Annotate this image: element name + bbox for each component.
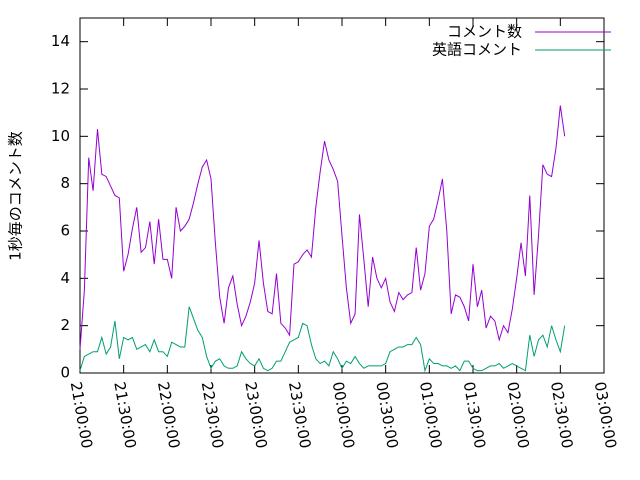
- series-line: [79, 306, 566, 373]
- y-tick-label: 4: [60, 269, 70, 287]
- y-tick-label: 2: [60, 316, 70, 334]
- x-tick-label: 01:00:00: [416, 380, 445, 449]
- x-tick-label: 21:30:00: [110, 380, 139, 449]
- y-tick-label: 12: [51, 80, 70, 98]
- plot-frame: [79, 17, 605, 374]
- x-tick-label: 03:00:00: [591, 380, 620, 449]
- series-line: [79, 105, 566, 350]
- y-tick-label: 6: [60, 222, 70, 240]
- x-tick-label: 22:00:00: [154, 380, 183, 449]
- y-tick-label: 8: [60, 174, 70, 192]
- y-tick-label: 14: [51, 32, 70, 50]
- x-tick-label: 02:30:00: [547, 380, 576, 449]
- x-tick-label: 23:30:00: [285, 380, 314, 449]
- y-tick-label: 10: [51, 127, 70, 145]
- x-tick-label: 00:00:00: [329, 380, 358, 449]
- legend-label: コメント数: [447, 23, 522, 41]
- x-tick-label: 23:00:00: [241, 380, 270, 449]
- x-tick-label: 01:30:00: [460, 380, 489, 449]
- x-tick-label: 21:00:00: [67, 380, 96, 449]
- legend-label: 英語コメント: [432, 41, 522, 59]
- y-tick-label: 0: [60, 364, 70, 382]
- x-tick-label: 02:00:00: [503, 380, 532, 449]
- x-tick-label: 00:30:00: [372, 380, 401, 449]
- x-tick-label: 22:30:00: [198, 380, 227, 449]
- y-axis-label: 1秒毎のコメント数: [7, 131, 25, 261]
